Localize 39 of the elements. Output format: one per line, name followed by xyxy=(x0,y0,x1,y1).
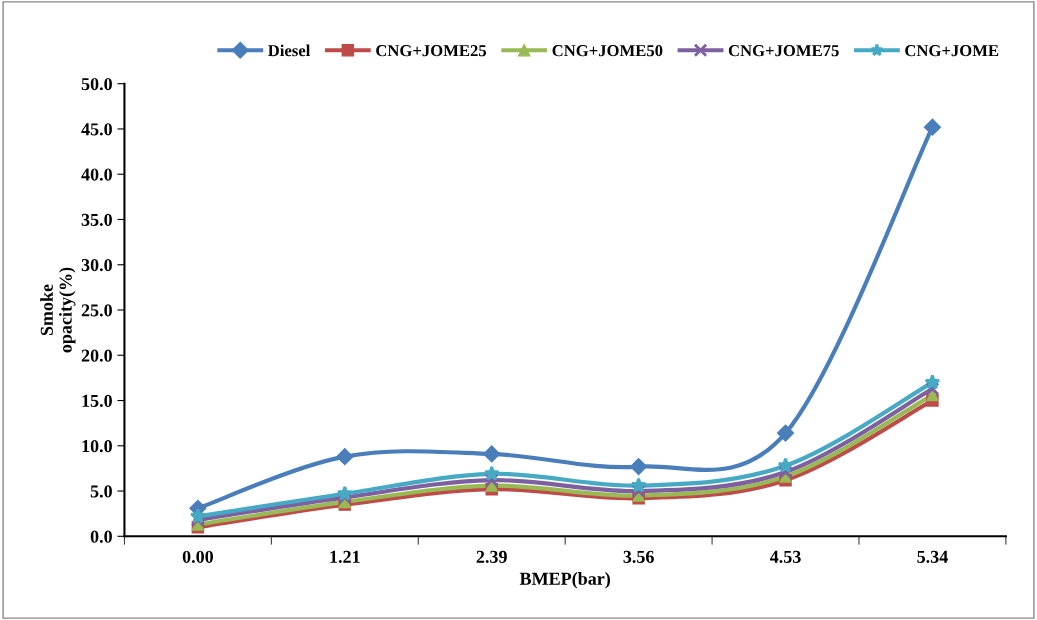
point xyxy=(924,374,941,390)
x-tick-label: 0.00 xyxy=(182,550,213,563)
point xyxy=(630,477,647,493)
point xyxy=(923,118,941,136)
point xyxy=(483,445,501,463)
point xyxy=(189,508,206,524)
x-tick-label: 5.34 xyxy=(917,550,948,563)
y-tick-label: 0.0 xyxy=(90,530,112,543)
x-tick-label: 2.39 xyxy=(476,550,507,563)
y-tick-label: 15.0 xyxy=(82,394,112,408)
legend-label: CNG+JOME xyxy=(905,45,999,57)
y-axis-title: Smoke opacity(%) xyxy=(40,267,76,353)
point xyxy=(630,458,648,476)
point xyxy=(776,424,795,442)
point xyxy=(631,484,646,498)
x-axis-title: BMEP(bar) xyxy=(519,572,610,589)
legend-label: CNG+JOME25 xyxy=(376,45,487,57)
y-tick-label: 5.0 xyxy=(90,485,112,498)
legend-label: CNG+JOME75 xyxy=(728,45,839,57)
legend-label: Diesel xyxy=(268,44,311,57)
y-tick-label: 35.0 xyxy=(81,213,112,226)
point xyxy=(925,381,940,396)
y-tick-label: 45.0 xyxy=(81,123,112,136)
y-tick-label: 40.0 xyxy=(81,168,112,181)
x-tick-label: 4.53 xyxy=(769,550,801,563)
point xyxy=(484,473,499,488)
point xyxy=(336,485,353,501)
y-tick-label: 20.0 xyxy=(81,349,112,362)
y-tick-label: 30.0 xyxy=(81,259,112,272)
y-tick-label: 10.0 xyxy=(82,440,112,453)
y-tick-label: 25.0 xyxy=(81,304,112,317)
point xyxy=(778,465,793,479)
y-tick-label: 50.0 xyxy=(81,77,112,91)
point xyxy=(483,465,500,481)
x-tick-label: 1.21 xyxy=(330,550,360,563)
x-tick-label: 3.56 xyxy=(623,550,654,563)
legend-label: CNG+JOME50 xyxy=(552,45,663,57)
point xyxy=(777,457,794,473)
point xyxy=(336,448,354,466)
